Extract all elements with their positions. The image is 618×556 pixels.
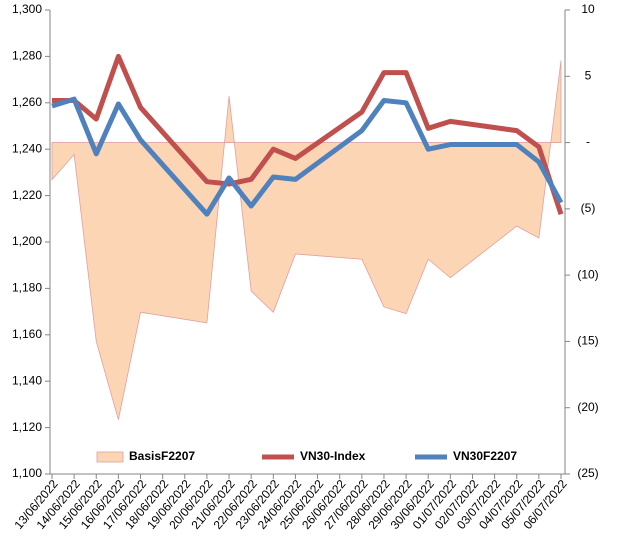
legend-label: VN30F2207 (453, 449, 517, 463)
y-tick-label: 1,240 (12, 141, 42, 155)
y2-tick-label: 10 (581, 2, 595, 16)
y-tick-label: 1,280 (12, 49, 42, 63)
y-tick-label: 1,160 (12, 327, 42, 341)
y-tick-label: 1,260 (12, 95, 42, 109)
legend-label: VN30-Index (300, 449, 366, 463)
y-tick-label: 1,220 (12, 188, 42, 202)
y2-tick-label: (15) (577, 334, 598, 348)
y-tick-label: 1,100 (12, 466, 42, 480)
y-tick-label: 1,300 (12, 2, 42, 16)
y-tick-label: 1,140 (12, 373, 42, 387)
y-tick-label: 1,180 (12, 281, 42, 295)
y2-tick-label: (25) (577, 466, 598, 480)
legend-swatch (96, 451, 124, 463)
y-tick-label: 1,200 (12, 234, 42, 248)
legend-label: BasisF2207 (129, 449, 195, 463)
y2-tick-label: 5 (585, 68, 592, 82)
y2-tick-label: (5) (581, 201, 596, 215)
y2-tick-label: - (586, 135, 590, 149)
line (52, 53, 564, 215)
y-tick-label: 1,120 (12, 420, 42, 434)
y2-tick-label: (20) (577, 400, 598, 414)
y2-tick-label: (10) (577, 267, 598, 281)
line (51, 96, 564, 217)
